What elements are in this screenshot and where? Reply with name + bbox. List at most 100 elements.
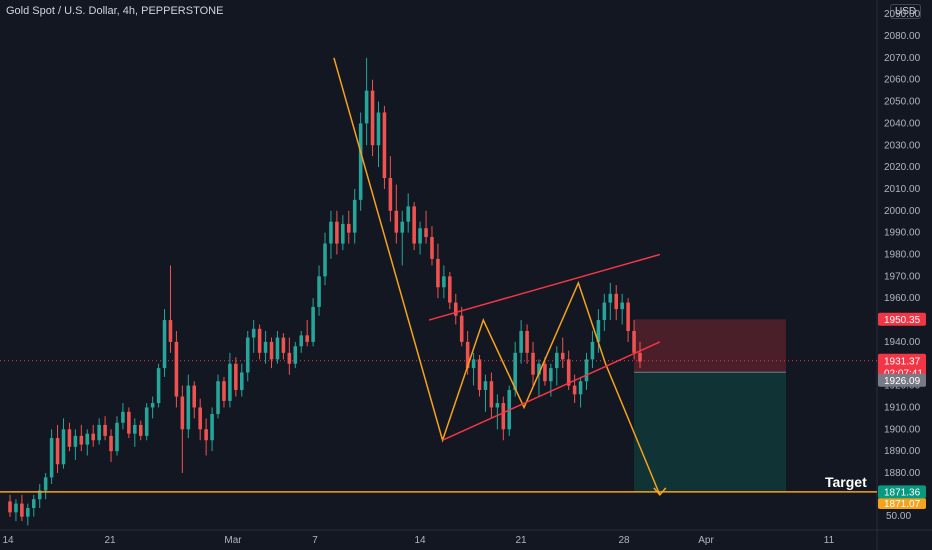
candle-body bbox=[430, 237, 434, 259]
candle-body bbox=[192, 385, 197, 408]
candle-body bbox=[198, 407, 202, 430]
candle-body bbox=[501, 403, 506, 430]
candle-body bbox=[448, 276, 452, 303]
candle-body bbox=[186, 385, 191, 430]
candle-body bbox=[483, 381, 488, 390]
time-tick-label: Mar bbox=[224, 535, 242, 546]
candle-body bbox=[168, 320, 173, 342]
price-axis[interactable]: 1880.001890.001900.001910.001920.001930.… bbox=[884, 0, 921, 522]
price-tick-label: 2020.00 bbox=[884, 162, 921, 173]
candle-body bbox=[121, 411, 125, 423]
candle-body bbox=[156, 368, 161, 404]
candle-body bbox=[376, 112, 381, 146]
candle-body bbox=[275, 337, 280, 360]
candle-body bbox=[180, 396, 185, 430]
candle-body bbox=[79, 435, 84, 445]
candle-body bbox=[549, 368, 553, 382]
candle-body bbox=[513, 352, 517, 390]
price-tick-label: 2070.00 bbox=[884, 53, 921, 64]
candle-body bbox=[287, 352, 292, 364]
candle-body bbox=[400, 221, 405, 233]
candle-body bbox=[465, 341, 470, 369]
candle-body bbox=[269, 341, 274, 360]
time-tick-label: 14 bbox=[2, 535, 14, 546]
candle-body bbox=[442, 276, 446, 288]
candle-body bbox=[127, 411, 131, 434]
target-hidden-tag-bg bbox=[878, 498, 926, 510]
time-tick-label: 7 bbox=[312, 535, 318, 546]
candle-body bbox=[489, 381, 494, 408]
time-tick-label: 28 bbox=[618, 535, 630, 546]
candle-body bbox=[566, 359, 571, 386]
candle-body bbox=[382, 112, 387, 179]
candle-body bbox=[61, 429, 66, 465]
candle-body bbox=[245, 337, 250, 373]
candle-body bbox=[91, 433, 95, 441]
candle-body bbox=[55, 438, 60, 465]
candle-body bbox=[216, 381, 220, 415]
currency-selector[interactable]: USD bbox=[890, 4, 922, 19]
candle-body bbox=[543, 363, 547, 382]
candle-body bbox=[305, 335, 309, 342]
candle-body bbox=[358, 123, 363, 200]
candle-body bbox=[133, 424, 137, 434]
price-tick-label: 2090.00 bbox=[884, 9, 921, 20]
candle-body bbox=[608, 293, 613, 303]
candle-body bbox=[596, 320, 601, 342]
candle-body bbox=[341, 223, 345, 244]
price-tick-label: 1900.00 bbox=[884, 424, 921, 435]
target-label: Target bbox=[825, 474, 867, 490]
candle-body bbox=[251, 328, 256, 338]
price-tick-label: 2000.00 bbox=[884, 206, 921, 217]
countdown-tag: 02:07:41 bbox=[884, 368, 923, 379]
time-axis[interactable]: 14 21 Mar 7 14 21 28 Apr 11 bbox=[2, 535, 834, 546]
candle-body bbox=[222, 381, 226, 401]
candle-body bbox=[459, 315, 464, 342]
candle-body bbox=[477, 359, 482, 390]
candle-body bbox=[572, 385, 577, 395]
candle-body bbox=[620, 302, 624, 310]
candle-body bbox=[204, 429, 208, 441]
candle-body bbox=[97, 424, 101, 441]
candle-body bbox=[14, 503, 18, 513]
candle-body bbox=[388, 178, 393, 211]
candle-body bbox=[174, 341, 179, 397]
candle-body bbox=[138, 424, 143, 436]
candle-body bbox=[281, 337, 286, 353]
channel-upper-line bbox=[428, 253, 661, 321]
candle-body bbox=[49, 438, 54, 478]
candle-body bbox=[424, 228, 428, 238]
candle-body bbox=[578, 381, 583, 395]
candle-body bbox=[412, 206, 416, 244]
candle-body bbox=[73, 435, 78, 447]
candle-body bbox=[263, 341, 268, 353]
price-tick-label: 2060.00 bbox=[884, 75, 921, 86]
price-tick-label: 1890.00 bbox=[884, 446, 921, 457]
candle-body bbox=[406, 206, 410, 222]
price-tick-label: 1990.00 bbox=[884, 228, 921, 239]
candle-body bbox=[537, 363, 541, 375]
candle-body bbox=[394, 210, 399, 233]
candle-body bbox=[43, 477, 48, 491]
candle-body bbox=[638, 352, 642, 362]
candle-body bbox=[85, 433, 90, 445]
candle-series bbox=[8, 57, 642, 526]
channel-lower-line bbox=[442, 341, 661, 441]
candle-body bbox=[162, 320, 167, 369]
candle-body bbox=[364, 90, 369, 124]
stop-loss-zone bbox=[634, 319, 786, 373]
price-tick-label: 1910.00 bbox=[884, 402, 921, 413]
candle-body bbox=[31, 499, 36, 508]
candle-body bbox=[329, 221, 333, 244]
candle-body bbox=[299, 335, 304, 347]
candle-body bbox=[103, 424, 107, 436]
candle-body bbox=[560, 352, 565, 360]
candle-body bbox=[584, 359, 589, 382]
candle-body bbox=[109, 435, 113, 452]
candle-body bbox=[311, 306, 315, 342]
candle-body bbox=[150, 403, 155, 408]
price-tick-label: 2040.00 bbox=[884, 118, 921, 129]
candle-body bbox=[632, 330, 636, 353]
target-hidden-tag: 1871.07 bbox=[884, 499, 921, 510]
